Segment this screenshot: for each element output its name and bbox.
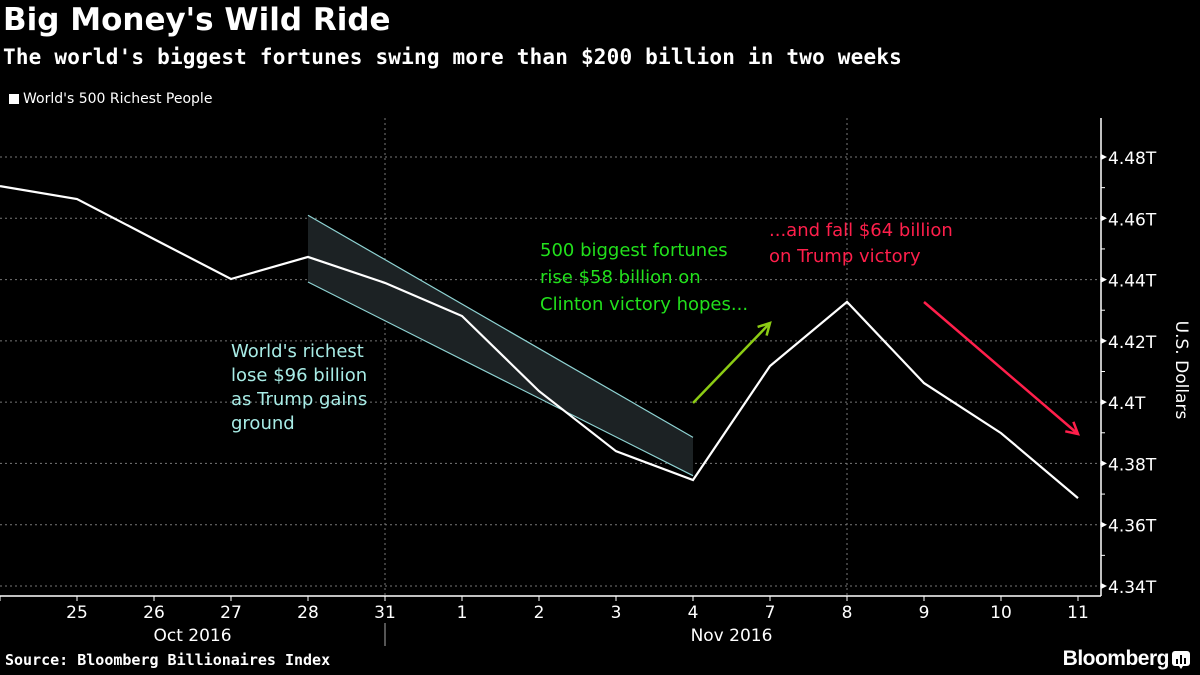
x-tick-label: 2 bbox=[534, 603, 545, 623]
annotation-rise-line: Clinton victory hopes... bbox=[540, 294, 748, 315]
x-tick-label: 10 bbox=[990, 603, 1012, 623]
annotation-fall-line: on Trump victory bbox=[769, 246, 921, 267]
y-tick-pointer bbox=[1101, 583, 1107, 589]
y-axis-ticks: 4.34T 4.36T 4.38T 4.4T 4.42T 4.44T 4.46T 4.48T bbox=[1101, 149, 1157, 598]
x-tick-label: 4 bbox=[688, 603, 699, 623]
y-tick-label: 4.36T bbox=[1108, 517, 1157, 537]
bloomberg-logo: Bloomberg bbox=[1062, 647, 1170, 670]
annotation-rise-line: rise $58 billion on bbox=[540, 267, 701, 288]
x-tick-label: 11 bbox=[1067, 603, 1089, 623]
x-tick-label: 1 bbox=[457, 603, 468, 623]
rise-arrow-icon bbox=[692, 322, 771, 404]
y-axis-label: U.S. Dollars bbox=[1171, 321, 1191, 420]
x-tick-label: 8 bbox=[842, 603, 853, 623]
x-axis-ticks: 25 26 27 28 31 1 2 3 4 7 8 9 10 11 Oct 2016 Nov 2016 bbox=[0, 596, 1089, 646]
x-tick-label: 25 bbox=[66, 603, 88, 623]
chart-subtitle: The world's biggest fortunes swing more … bbox=[3, 45, 903, 69]
x-tick-label: 3 bbox=[611, 603, 622, 623]
x-group-label: Nov 2016 bbox=[691, 626, 773, 646]
x-tick-label: 7 bbox=[765, 603, 776, 623]
y-tick-pointer bbox=[1101, 460, 1107, 467]
fall-arrow-icon-head bbox=[1065, 421, 1080, 436]
legend-label: World's 500 Richest People bbox=[23, 91, 213, 107]
x-tick-label: 27 bbox=[220, 603, 242, 623]
x-tick-label: 31 bbox=[374, 603, 396, 623]
axes bbox=[0, 118, 1102, 597]
series-line bbox=[0, 185, 1079, 499]
annotation-rise-line: 500 biggest fortunes bbox=[540, 240, 728, 261]
x-group-label: Oct 2016 bbox=[153, 626, 231, 646]
y-tick-label: 4.46T bbox=[1108, 210, 1157, 230]
annotation-fall-line: ...and fall $64 billion bbox=[769, 220, 953, 241]
y-tick-label: 4.38T bbox=[1108, 455, 1157, 475]
y-tick-pointer bbox=[1101, 154, 1107, 160]
annotation-drop-line: as Trump gains bbox=[231, 389, 367, 410]
y-tick-pointer bbox=[1101, 337, 1107, 344]
rise-arrow-icon-head bbox=[757, 321, 772, 336]
bloomberg-chart-icon bbox=[1172, 651, 1190, 669]
fall-arrow-icon bbox=[923, 301, 1079, 435]
band-fill bbox=[308, 215, 693, 476]
chart-title: Big Money's Wild Ride bbox=[3, 2, 391, 38]
band-upper-edge bbox=[307, 214, 694, 438]
y-tick-label: 4.44T bbox=[1108, 272, 1157, 292]
annotation-drop-line: lose $96 billion bbox=[231, 365, 367, 386]
y-tick-pointer bbox=[1101, 276, 1107, 283]
legend: World's 500 Richest People bbox=[9, 91, 212, 107]
band-lower-edge bbox=[307, 281, 694, 477]
x-tick-label: 28 bbox=[297, 603, 319, 623]
source-note: Source: Bloomberg Billionaires Index bbox=[5, 651, 331, 669]
x-tick-label: 26 bbox=[143, 603, 165, 623]
x-tick-label: 9 bbox=[919, 603, 930, 623]
trend-band bbox=[307, 214, 694, 477]
legend-swatch-icon bbox=[9, 94, 19, 104]
y-tick-label: 4.4T bbox=[1108, 394, 1146, 414]
y-tick-label: 4.48T bbox=[1108, 149, 1157, 169]
y-tick-pointer bbox=[1101, 399, 1107, 406]
y-tick-label: 4.34T bbox=[1108, 578, 1157, 598]
y-tick-pointer bbox=[1101, 215, 1107, 222]
annotations: World's richest lose $96 billion as Trump … bbox=[231, 220, 1080, 436]
annotation-drop-line: ground bbox=[231, 413, 295, 434]
y-tick-pointer bbox=[1101, 521, 1107, 528]
annotation-drop-line: World's richest bbox=[231, 341, 364, 362]
y-tick-label: 4.42T bbox=[1108, 333, 1157, 353]
